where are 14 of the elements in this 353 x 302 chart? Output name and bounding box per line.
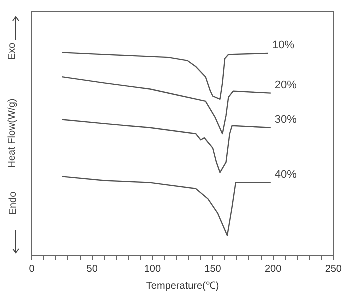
series-label: 40%: [274, 168, 298, 181]
text: Exo: [7, 42, 18, 60]
x-tick-label: 0: [29, 264, 36, 275]
x-tick-label: 50: [86, 264, 98, 275]
x-tick-label: 200: [264, 264, 282, 275]
text: Endo: [8, 192, 20, 216]
x-tick-label: 100: [144, 264, 162, 275]
series-label: 20%: [274, 79, 298, 92]
x-axis-title: Temperature(℃): [146, 280, 220, 292]
series-label: 30%: [274, 114, 298, 126]
x-tick-label: 250: [325, 264, 342, 275]
y-axis-title: Heat Flow(W/g): [7, 98, 18, 168]
series-label: 10%: [272, 40, 295, 52]
x-tick-label: 150: [204, 264, 222, 275]
